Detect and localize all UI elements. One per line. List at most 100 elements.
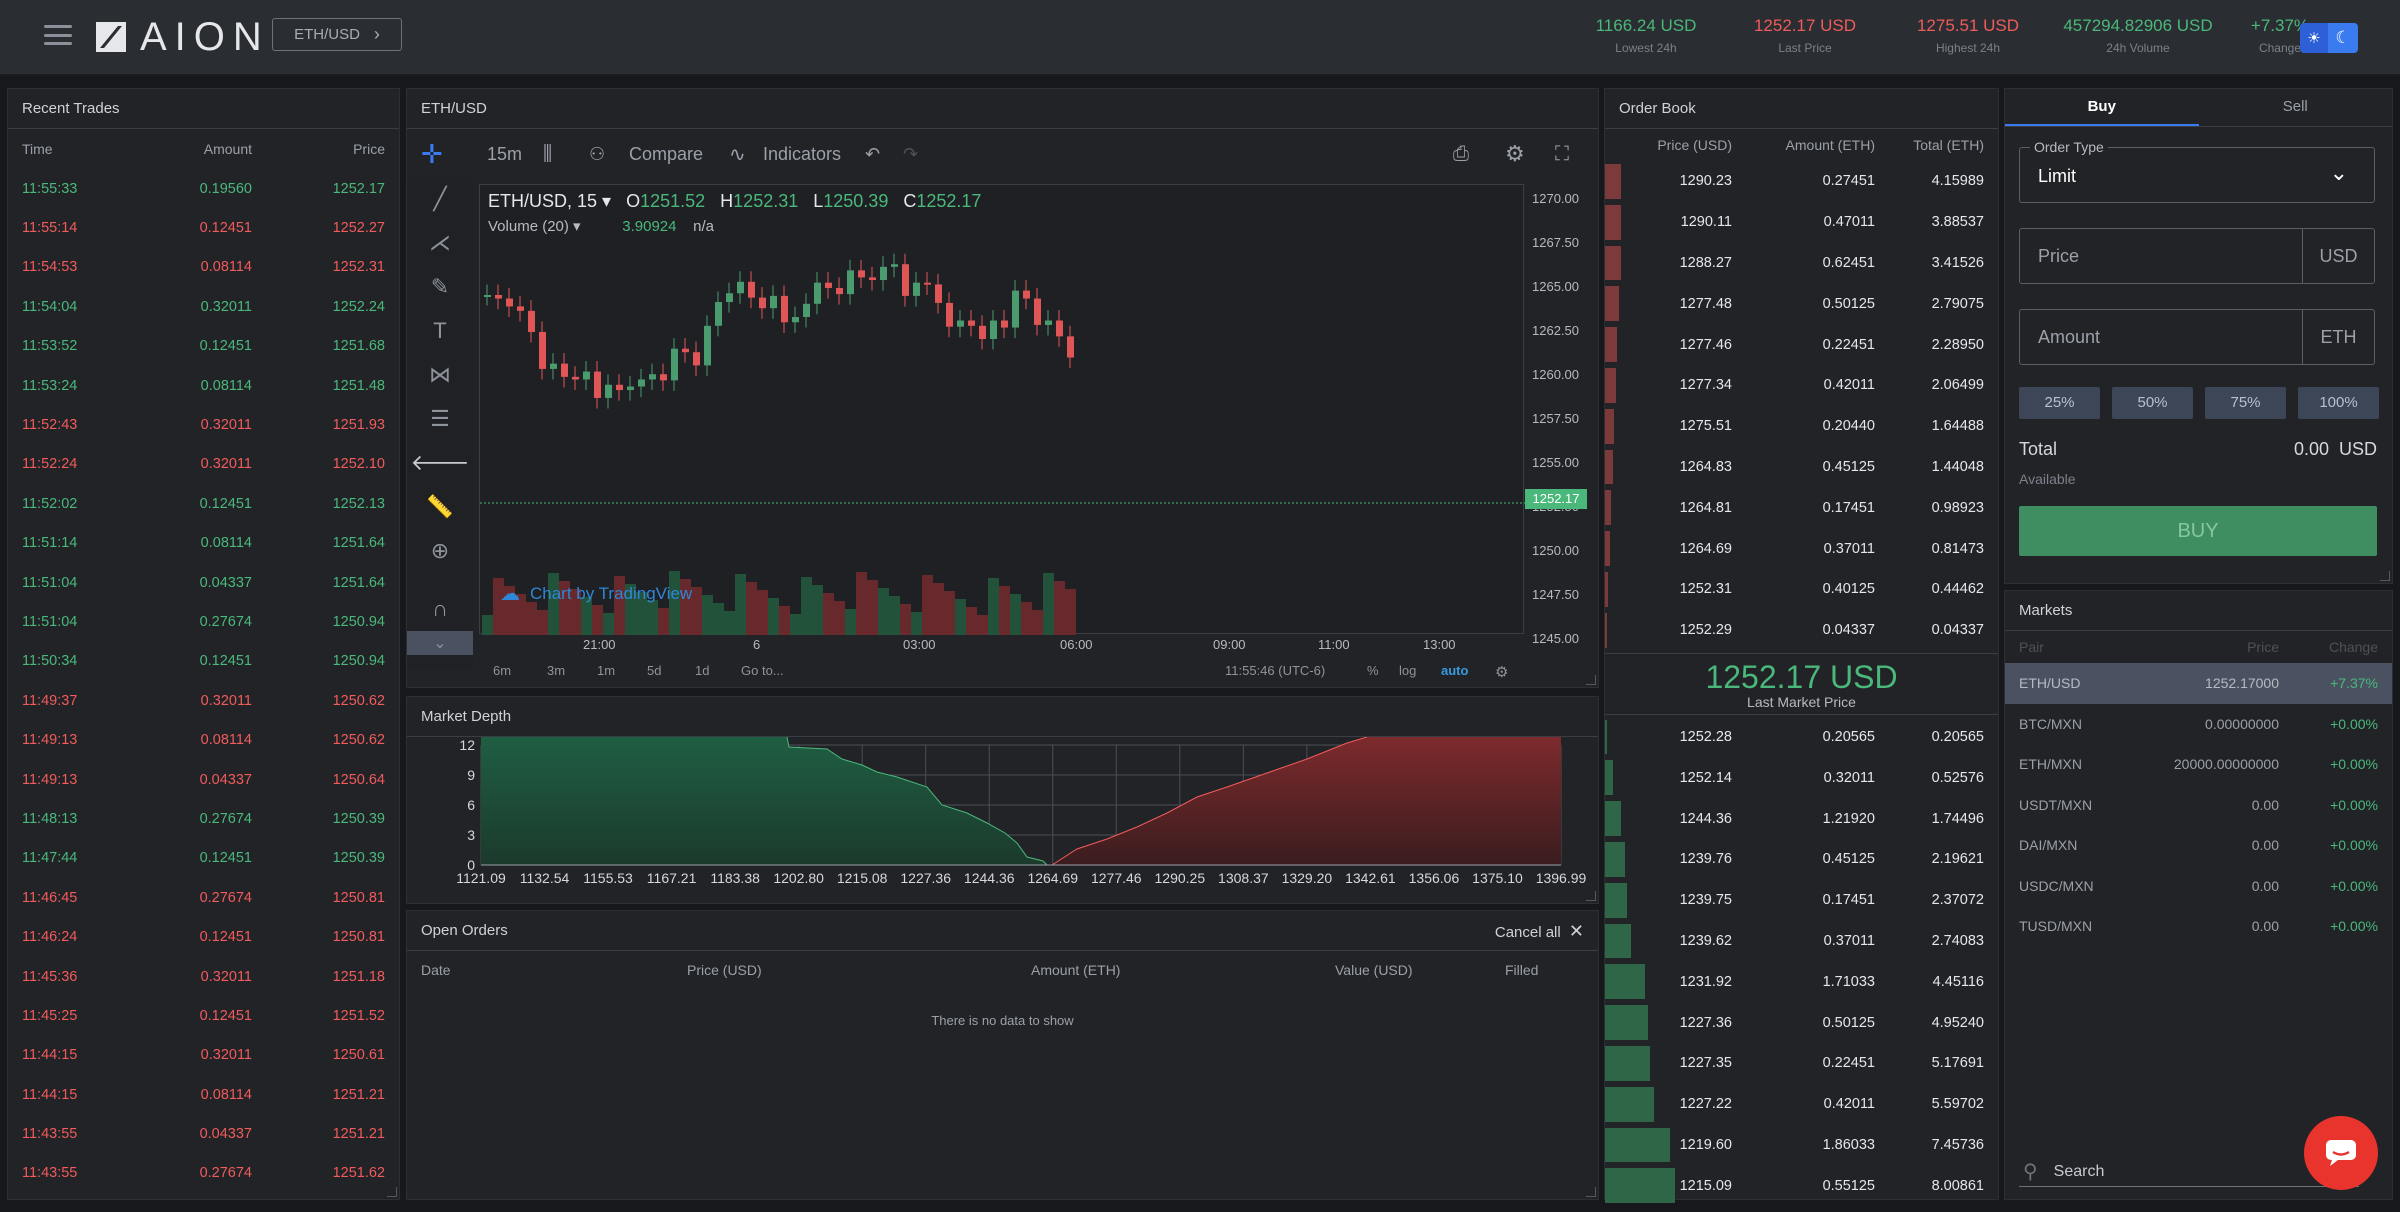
compare-icon[interactable]: ⚇ <box>589 143 606 164</box>
logo[interactable]: AION <box>96 17 270 57</box>
goto-button[interactable]: Go to... <box>741 663 784 678</box>
moon-icon[interactable]: ☾ <box>2328 23 2358 53</box>
resize-handle[interactable] <box>2380 571 2390 581</box>
arrow-left-icon[interactable]: 🡐 <box>410 450 470 475</box>
time-axis[interactable]: 21:00 6 03:00 06:00 09:00 11:00 13:00 <box>479 637 1524 657</box>
candle-type-icon[interactable]: ⫼ <box>543 142 553 165</box>
order-book-row[interactable]: 1288.27 0.62451 3.41526 <box>1605 243 1998 284</box>
chat-button[interactable] <box>2304 1116 2378 1190</box>
order-book-row[interactable]: 1252.28 0.20565 0.20565 <box>1605 717 1998 758</box>
market-row[interactable]: DAI/MXN 0.00 +0.00% <box>2005 825 2392 866</box>
book-price: 1227.35 <box>1679 1055 1732 1072</box>
tab-buy[interactable]: Buy <box>2005 89 2199 126</box>
market-row[interactable]: ETH/MXN 20000.00000000 +0.00% <box>2005 744 2392 785</box>
market-search[interactable]: ⚲ Search <box>2019 1157 2359 1187</box>
sun-icon[interactable]: ☀ <box>2300 23 2328 53</box>
undo-icon[interactable]: ↶ <box>865 143 881 164</box>
market-row[interactable]: ETH/USD 1252.17000 +7.37% <box>2005 663 2392 704</box>
compare-button[interactable]: Compare <box>629 143 704 164</box>
range-1d[interactable]: 1d <box>695 663 710 678</box>
order-book-row[interactable]: 1275.51 0.20440 1.64488 <box>1605 406 1998 447</box>
buy-button[interactable]: BUY <box>2019 506 2377 556</box>
resize-handle[interactable] <box>1586 675 1596 685</box>
auto-toggle[interactable]: auto <box>1441 663 1469 678</box>
order-book-row[interactable]: 1231.92 1.71033 4.45116 <box>1605 961 1998 1002</box>
order-book-row[interactable]: 1239.76 0.45125 2.19621 <box>1605 839 1998 880</box>
market-row[interactable]: BTC/MXN 0.00000000 +0.00% <box>2005 704 2392 745</box>
pct-100-button[interactable]: 100% <box>2298 387 2379 419</box>
percent-toggle[interactable]: % <box>1367 663 1379 678</box>
market-row[interactable]: USDT/MXN 0.00 +0.00% <box>2005 785 2392 826</box>
order-book-row[interactable]: 1264.69 0.37011 0.81473 <box>1605 528 1998 569</box>
time-tick: 21:00 <box>583 637 616 652</box>
order-book-row[interactable]: 1239.62 0.37011 2.74083 <box>1605 921 1998 962</box>
order-book-row[interactable]: 1252.29 0.04337 0.04337 <box>1605 610 1998 651</box>
order-book-row[interactable]: 1290.23 0.27451 4.15989 <box>1605 161 1998 202</box>
text-icon[interactable]: T <box>433 318 447 343</box>
order-book-row[interactable]: 1227.35 0.22451 5.17691 <box>1605 1043 1998 1084</box>
order-book-row[interactable]: 1264.83 0.45125 1.44048 <box>1605 447 1998 488</box>
market-row[interactable]: USDC/MXN 0.00 +0.00% <box>2005 866 2392 907</box>
range-6m[interactable]: 6m <box>493 663 512 678</box>
theme-toggle[interactable]: ☀ ☾ <box>2300 23 2358 53</box>
pct-50-button[interactable]: 50% <box>2112 387 2193 419</box>
range-3m[interactable]: 3m <box>547 663 566 678</box>
resize-handle[interactable] <box>387 1187 397 1197</box>
zoom-in-icon[interactable]: ⊕ <box>430 538 450 563</box>
order-book-row[interactable]: 1215.09 0.55125 8.00861 <box>1605 1165 1998 1206</box>
tab-sell[interactable]: Sell <box>2282 98 2308 115</box>
order-book-row[interactable]: 1227.36 0.50125 4.95240 <box>1605 1002 1998 1043</box>
chevron-down-icon[interactable]: ⌄ <box>407 631 473 655</box>
order-book-row[interactable]: 1277.34 0.42011 2.06499 <box>1605 365 1998 406</box>
interval-button[interactable]: 15m <box>487 143 523 164</box>
tradingview-watermark[interactable]: ☁ Chart by TradingView <box>500 581 692 606</box>
market-row[interactable]: TUSD/MXN 0.00 +0.00% <box>2005 906 2392 947</box>
order-book-row[interactable]: 1264.81 0.17451 0.98923 <box>1605 487 1998 528</box>
trade-price: 1252.10 <box>332 456 385 473</box>
trade-price: 1251.21 <box>332 1086 385 1103</box>
brush-icon[interactable]: ✎ <box>430 274 450 299</box>
resize-handle[interactable] <box>1586 891 1596 901</box>
price-axis[interactable]: 1270.00 1267.50 1265.00 1262.50 1260.00 1257.… <box>1524 184 1596 646</box>
redo-icon[interactable]: ↷ <box>903 143 919 164</box>
fullscreen-icon[interactable]: ⛶ <box>1555 142 1569 165</box>
range-5d[interactable]: 5d <box>647 663 662 678</box>
range-1m[interactable]: 1m <box>597 663 616 678</box>
order-book-row[interactable]: 1277.46 0.22451 2.28950 <box>1605 324 1998 365</box>
indicators-button[interactable]: Indicators <box>763 143 842 164</box>
order-book-row[interactable]: 1239.75 0.17451 2.37072 <box>1605 880 1998 921</box>
order-book-row[interactable]: 1252.14 0.32011 0.52576 <box>1605 757 1998 798</box>
order-type-select[interactable]: Order Type Limit ⌄ <box>2019 139 2375 203</box>
amount-input[interactable]: Amount ETH <box>2019 309 2375 365</box>
book-price: 1277.34 <box>1679 377 1732 394</box>
prediction-icon[interactable]: ☰ <box>430 406 450 431</box>
camera-icon[interactable]: ⎙ <box>1453 142 1469 165</box>
order-book-row[interactable]: 1290.11 0.47011 3.88537 <box>1605 202 1998 243</box>
fib-icon[interactable]: ⋌ <box>429 230 451 255</box>
pct-75-button[interactable]: 75% <box>2205 387 2286 419</box>
candlestick-chart[interactable]: ETH/USD, 15 ▾ O1251.52 H1252.31 L1250.39… <box>479 184 1525 635</box>
symbol-label[interactable]: ETH/USD, 15 <box>488 191 598 211</box>
pattern-icon[interactable]: ⋈ <box>429 362 451 387</box>
chart-settings-icon[interactable]: ⚙ <box>1495 664 1509 681</box>
volume-label[interactable]: Volume (20) <box>488 218 569 235</box>
crosshair-icon[interactable]: ✛ <box>421 138 443 169</box>
ruler-icon[interactable]: 📏 <box>426 494 454 519</box>
trend-line-icon[interactable]: ╱ <box>433 186 447 211</box>
pct-25-button[interactable]: 25% <box>2019 387 2100 419</box>
price-input[interactable]: Price USD <box>2019 228 2375 284</box>
settings-icon[interactable]: ⚙ <box>1505 141 1525 166</box>
order-book-row[interactable]: 1252.31 0.40125 0.44462 <box>1605 569 1998 610</box>
indicators-icon[interactable]: ∿ <box>729 143 746 166</box>
log-toggle[interactable]: log <box>1399 663 1417 678</box>
resize-handle[interactable] <box>1586 1187 1596 1197</box>
order-book-row[interactable]: 1219.60 1.86033 7.45736 <box>1605 1125 1998 1166</box>
magnet-icon[interactable]: ∩ <box>432 596 448 621</box>
cancel-all-button[interactable]: Cancel all ✕ <box>1495 911 1584 953</box>
order-book-row[interactable]: 1227.22 0.42011 5.59702 <box>1605 1084 1998 1125</box>
menu-icon[interactable] <box>44 22 72 48</box>
order-book-row[interactable]: 1277.48 0.50125 2.79075 <box>1605 283 1998 324</box>
order-book-row[interactable]: 1244.36 1.21920 1.74496 <box>1605 798 1998 839</box>
pair-selector-button[interactable]: ETH/USD › <box>272 18 402 51</box>
